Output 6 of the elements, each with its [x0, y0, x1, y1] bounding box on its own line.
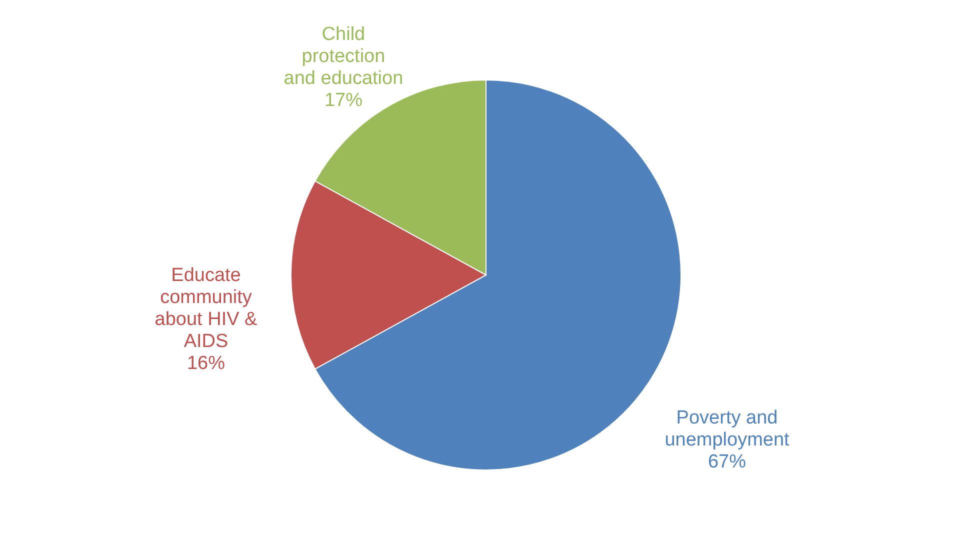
data-label: 67% [708, 452, 746, 473]
slice-label: Poverty and unemployment [664, 408, 790, 451]
slice-label: Educate community about HIV & AIDS [154, 265, 258, 352]
slice-label: Child protection and education [284, 24, 404, 89]
data-label: 17% [324, 90, 363, 111]
data-label: 16% [186, 353, 226, 374]
